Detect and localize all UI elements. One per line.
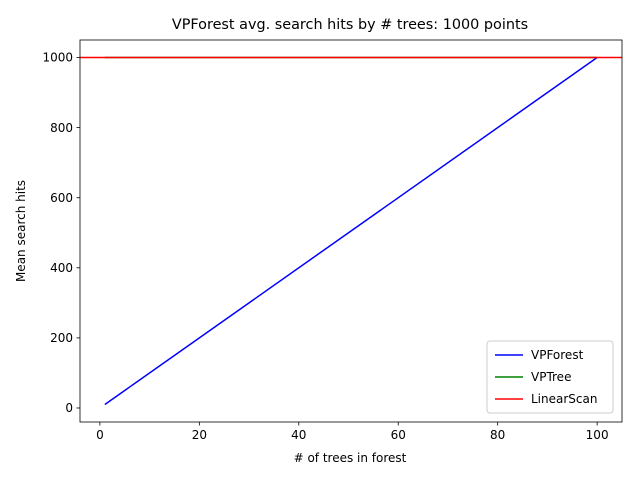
chart-title: VPForest avg. search hits by # trees: 10…: [172, 17, 528, 33]
series-group: [80, 56, 622, 406]
x-tick-label: 80: [490, 428, 505, 442]
y-axis-ticks: 0 200 400 600 800 1000: [42, 51, 80, 415]
legend-box: [486, 340, 614, 414]
axes-frame: [79, 39, 623, 423]
y-axis-label: Mean search hits: [14, 180, 28, 282]
x-tick-label: 20: [192, 428, 207, 442]
legend-label-vptree: VPTree: [531, 370, 571, 384]
legend-label-linearscan: LinearScan: [531, 392, 597, 406]
x-tick-label: 60: [391, 428, 406, 442]
series-line-vpforest: [104, 56, 598, 406]
legend: VPForest VPTree LinearScan: [486, 340, 614, 414]
x-tick-label: 0: [96, 428, 104, 442]
y-tick-label: 200: [50, 331, 73, 345]
y-tick-label: 600: [50, 191, 73, 205]
x-tick-label: 40: [291, 428, 306, 442]
y-tick-label: 1000: [42, 51, 73, 65]
x-axis-label: # of trees in forest: [294, 451, 407, 465]
y-tick-label: 400: [50, 261, 73, 275]
legend-label-vpforest: VPForest: [531, 348, 584, 362]
x-tick-label: 100: [586, 428, 609, 442]
y-tick-label: 800: [50, 121, 73, 135]
x-axis-ticks: 0 20 40 60 80 100: [96, 422, 609, 442]
y-tick-label: 0: [65, 401, 73, 415]
